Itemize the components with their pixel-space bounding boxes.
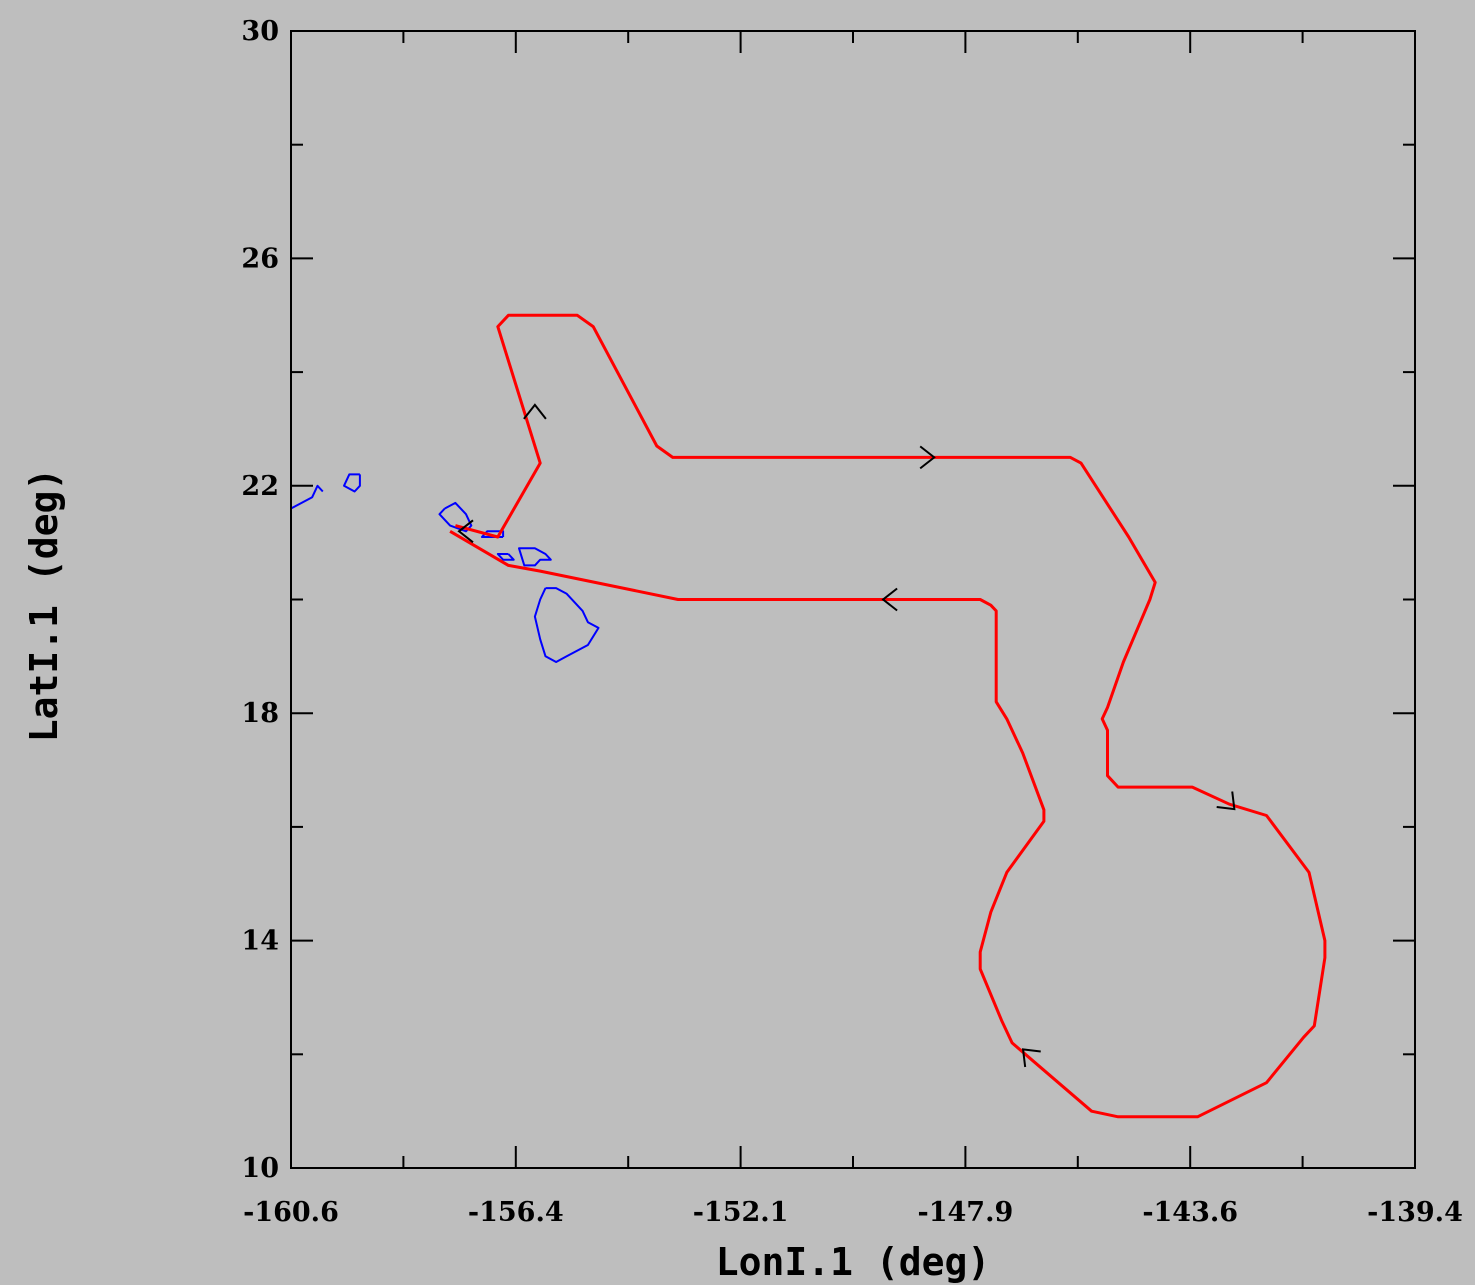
y-axis-title: LatI.1 (deg) xyxy=(22,468,66,743)
x-axis-title: LonI.1 (deg) xyxy=(716,1240,991,1284)
direction-arrow-icon xyxy=(919,445,936,470)
x-tick-label: -160.6 xyxy=(243,1197,339,1228)
direction-arrow-icon xyxy=(457,519,474,544)
direction-arrow-icon xyxy=(1216,791,1236,811)
x-tick-label: -156.4 xyxy=(468,1197,564,1228)
island-outline xyxy=(290,484,324,510)
island-outline xyxy=(518,547,552,567)
y-tick-label: 22 xyxy=(241,471,279,502)
y-tick-label: 14 xyxy=(241,926,279,957)
direction-markers-layer xyxy=(457,403,1236,1068)
x-tick-label: -152.1 xyxy=(693,1197,789,1228)
y-axis-ticks: 10 14 18 22 26 30 xyxy=(241,16,1415,1184)
y-tick-label: 18 xyxy=(241,698,279,729)
x-tick-label: -147.9 xyxy=(918,1197,1014,1228)
y-tick-label: 10 xyxy=(241,1153,279,1184)
direction-arrow-icon xyxy=(1021,1048,1041,1068)
x-axis-ticks: -160.6 -156.4 -152.1 -147.9 -143.6 -139.4 xyxy=(243,31,1463,1228)
x-tick-label: -139.4 xyxy=(1367,1197,1463,1228)
island-outline xyxy=(533,587,600,663)
flight-track-line xyxy=(449,313,1327,1119)
direction-arrow-icon xyxy=(881,587,898,612)
y-tick-label: 26 xyxy=(241,243,279,274)
y-tick-label: 30 xyxy=(241,16,279,47)
island-outline xyxy=(480,530,505,538)
flight-track-layer xyxy=(449,313,1327,1119)
island-outline xyxy=(496,553,515,561)
island-outline xyxy=(343,473,361,493)
x-tick-label: -143.6 xyxy=(1142,1197,1238,1228)
direction-arrow-icon xyxy=(523,403,547,420)
